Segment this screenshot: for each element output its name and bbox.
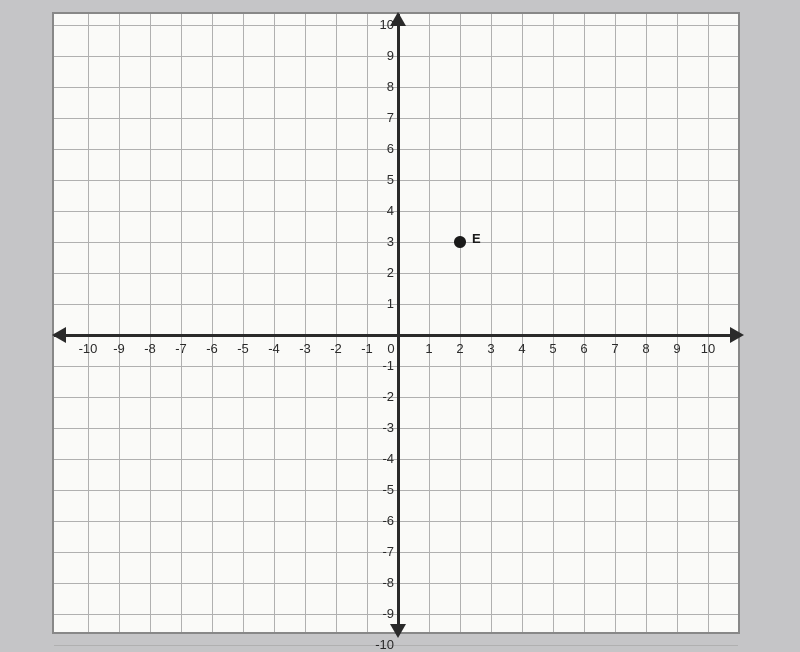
grid-line-vertical	[677, 14, 678, 632]
x-tick-label: -5	[231, 341, 255, 356]
grid-line-horizontal	[54, 56, 738, 57]
grid-line-horizontal	[54, 490, 738, 491]
point-label: E	[472, 231, 481, 246]
grid-line-vertical	[553, 14, 554, 632]
x-tick-label: 7	[603, 341, 627, 356]
x-tick-label: 5	[541, 341, 565, 356]
x-tick-label: 4	[510, 341, 534, 356]
grid-line-horizontal	[54, 87, 738, 88]
x-axis-arrow-right	[730, 327, 744, 343]
y-tick-label: 5	[374, 172, 394, 187]
grid-line-vertical	[243, 14, 244, 632]
x-axis-arrow-left	[52, 327, 66, 343]
y-tick-label: 10	[374, 17, 394, 32]
y-tick-label: 6	[374, 141, 394, 156]
grid-line-horizontal	[54, 273, 738, 274]
grid-line-vertical	[367, 14, 368, 632]
grid-line-horizontal	[54, 552, 738, 553]
x-tick-label: -7	[169, 341, 193, 356]
grid-line-vertical	[615, 14, 616, 632]
y-tick-label: 2	[374, 265, 394, 280]
grid-line-horizontal	[54, 304, 738, 305]
grid-line-vertical	[88, 14, 89, 632]
grid-line-vertical	[584, 14, 585, 632]
grid-line-vertical	[119, 14, 120, 632]
x-tick-label: 2	[448, 341, 472, 356]
y-tick-label: -6	[372, 513, 394, 528]
grid-line-vertical	[429, 14, 430, 632]
x-tick-label: -3	[293, 341, 317, 356]
x-tick-label: -1	[355, 341, 379, 356]
y-axis	[397, 14, 400, 632]
grid-line-horizontal	[54, 583, 738, 584]
grid-line-vertical	[181, 14, 182, 632]
grid-line-horizontal	[54, 118, 738, 119]
grid-line-horizontal	[54, 149, 738, 150]
y-tick-label: -4	[372, 451, 394, 466]
coordinate-grid: -10-9-8-7-6-5-4-3-2-11234567891001234567…	[52, 12, 740, 634]
grid-line-horizontal	[54, 397, 738, 398]
grid-line-horizontal	[54, 180, 738, 181]
y-tick-label: 1	[374, 296, 394, 311]
grid-line-horizontal	[54, 459, 738, 460]
grid-line-vertical	[460, 14, 461, 632]
grid-line-horizontal	[54, 521, 738, 522]
grid-line-vertical	[274, 14, 275, 632]
x-tick-label: 8	[634, 341, 658, 356]
x-tick-label: -6	[200, 341, 224, 356]
x-tick-label: -4	[262, 341, 286, 356]
y-tick-label: -10	[372, 637, 394, 652]
plotted-point	[454, 236, 466, 248]
grid-line-vertical	[708, 14, 709, 632]
x-tick-label: -2	[324, 341, 348, 356]
grid-line-horizontal	[54, 428, 738, 429]
x-tick-label: 1	[417, 341, 441, 356]
x-tick-label: 9	[665, 341, 689, 356]
grid-line-vertical	[646, 14, 647, 632]
grid-line-horizontal	[54, 211, 738, 212]
grid-line-horizontal	[54, 366, 738, 367]
x-tick-label: 10	[696, 341, 720, 356]
y-tick-label: -5	[372, 482, 394, 497]
y-tick-label: -2	[372, 389, 394, 404]
grid-line-vertical	[305, 14, 306, 632]
x-tick-label: 6	[572, 341, 596, 356]
grid-line-vertical	[150, 14, 151, 632]
grid-line-vertical	[522, 14, 523, 632]
y-tick-label: 9	[374, 48, 394, 63]
grid-line-horizontal	[54, 614, 738, 615]
grid-line-vertical	[336, 14, 337, 632]
y-tick-label: 3	[374, 234, 394, 249]
y-tick-label: -8	[372, 575, 394, 590]
grid-line-horizontal	[54, 242, 738, 243]
x-axis	[54, 334, 738, 337]
y-tick-label: 8	[374, 79, 394, 94]
y-tick-label: 4	[374, 203, 394, 218]
y-tick-label: -3	[372, 420, 394, 435]
y-tick-label: -9	[372, 606, 394, 621]
x-tick-label: -9	[107, 341, 131, 356]
y-tick-label: -7	[372, 544, 394, 559]
origin-label: 0	[384, 341, 398, 356]
x-tick-label: -8	[138, 341, 162, 356]
x-tick-label: 3	[479, 341, 503, 356]
x-tick-label: -10	[76, 341, 100, 356]
grid-line-horizontal	[54, 645, 738, 646]
y-axis-arrow-down	[390, 624, 406, 638]
grid-line-vertical	[212, 14, 213, 632]
grid-line-vertical	[491, 14, 492, 632]
y-tick-label: -1	[372, 358, 394, 373]
y-tick-label: 7	[374, 110, 394, 125]
